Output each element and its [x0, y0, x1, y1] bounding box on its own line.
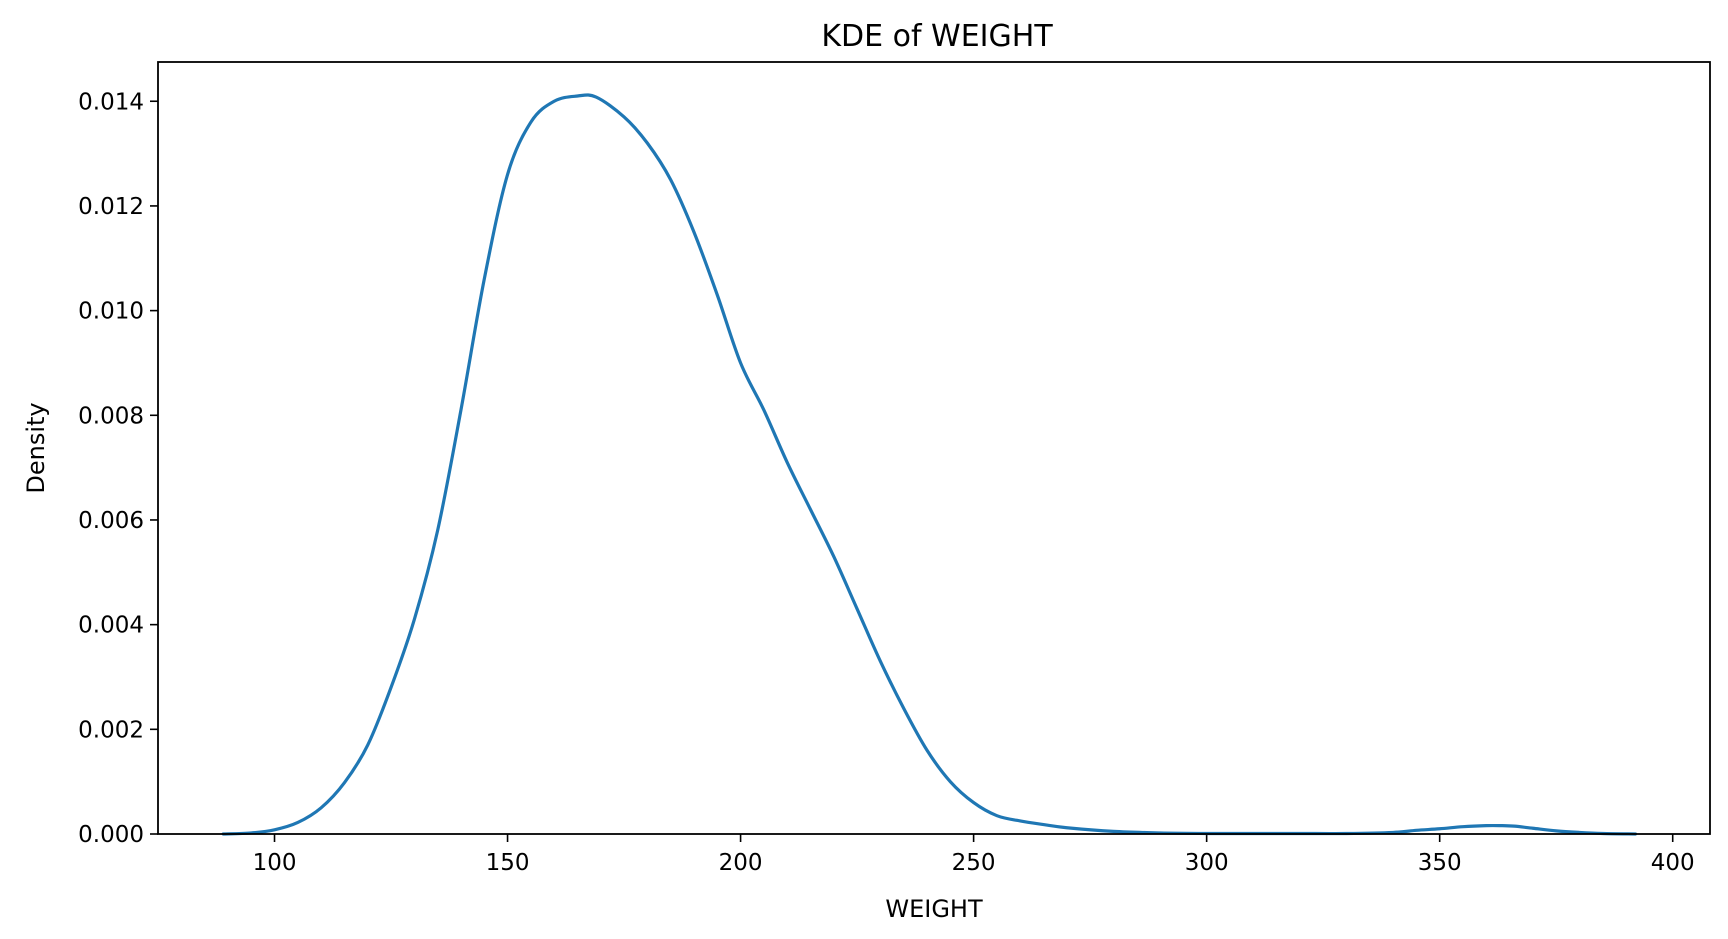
y-tick-label: 0.008 — [78, 403, 144, 429]
y-tick-label: 0.010 — [78, 299, 144, 325]
y-tick-label: 0.012 — [78, 194, 144, 220]
axes-frame — [157, 61, 1711, 835]
y-tick-label: 0.000 — [78, 822, 144, 848]
x-tick-label: 200 — [719, 850, 763, 876]
x-axis-ticks: 100 150 200 250 300 350 400 — [253, 834, 1695, 876]
chart-title: KDE of WEIGHT — [821, 19, 1053, 54]
y-tick-label: 0.006 — [78, 508, 144, 534]
x-tick-label: 100 — [253, 850, 297, 876]
x-tick-label: 400 — [1651, 850, 1695, 876]
y-axis-ticks: 0.000 0.002 0.004 0.006 0.008 0.010 0.012 0.014 — [78, 89, 158, 848]
y-axis-label: Density — [22, 402, 50, 493]
x-tick-label: 350 — [1418, 850, 1462, 876]
x-tick-label: 300 — [1185, 850, 1229, 876]
x-tick-label: 150 — [486, 850, 530, 876]
y-tick-label: 0.004 — [78, 613, 144, 639]
y-tick-label: 0.014 — [78, 89, 144, 115]
x-tick-label: 250 — [952, 850, 996, 876]
kde-density-line — [221, 93, 1638, 836]
y-tick-label: 0.002 — [78, 717, 144, 743]
x-axis-label: WEIGHT — [885, 895, 983, 923]
